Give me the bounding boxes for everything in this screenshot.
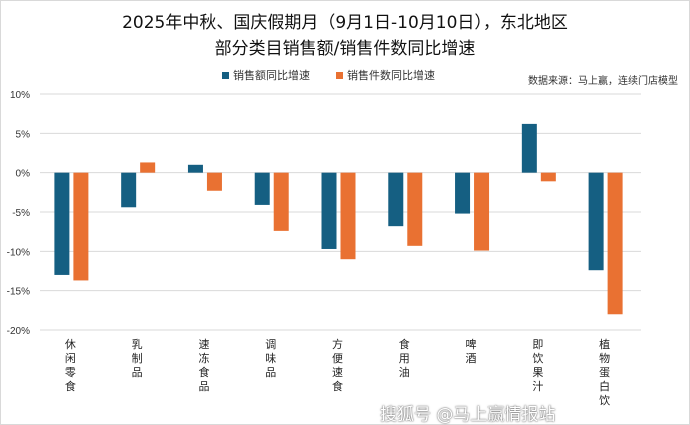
y-tick-label: -20% [7, 326, 30, 337]
watermark: 搜狐号 @马上赢情报站 [380, 405, 556, 425]
bar-sales [321, 172, 337, 249]
legend-label-sales: 销售额同比增速 [233, 69, 310, 82]
x-tick-label: 乳制品 [132, 338, 143, 379]
bar-units [540, 172, 556, 182]
bar-units [206, 172, 222, 191]
legend: 销售额同比增速 销售件数同比增速 [222, 67, 435, 83]
y-tick-label: 10% [10, 90, 30, 101]
bar-sales [388, 172, 404, 227]
bar-units [73, 172, 89, 281]
x-tick-label: 食用油 [399, 337, 410, 379]
x-tick-label: 休闲零食 [65, 338, 76, 393]
bar-sales [254, 172, 270, 205]
bar-units [607, 172, 623, 315]
y-tick-label: 5% [16, 129, 31, 140]
legend-item-units: 销售件数同比增速 [336, 67, 435, 83]
bar-units [273, 172, 289, 231]
bar-sales [455, 172, 471, 214]
y-tick-label: 0% [16, 169, 31, 180]
bar-units [407, 172, 423, 246]
x-tick-label: 即饮果汁 [532, 338, 543, 393]
x-tick-label: 调味品 [265, 338, 276, 379]
bar-sales [521, 123, 537, 173]
bar-sales [588, 172, 604, 271]
legend-swatch-sales [222, 72, 229, 79]
chart-title: 2025年中秋、国庆假期月（9月1日-10月10日），东北地区 [122, 13, 568, 33]
x-tick-label: 植物蛋白饮 [599, 337, 610, 407]
bar-units [474, 172, 490, 251]
bar-units [140, 162, 156, 173]
x-tick-label: 速冻食品 [198, 338, 209, 393]
y-tick-label: -10% [7, 247, 30, 258]
x-tick-label: 啤酒 [466, 337, 477, 365]
x-tick-label: 方便速食 [332, 337, 343, 393]
bar-units [340, 172, 356, 260]
bar-sales [54, 172, 70, 275]
legend-label-units: 销售件数同比增速 [347, 69, 435, 82]
chart-subtitle: 部分类目销售额/销售件数同比增速 [214, 39, 476, 59]
legend-item-sales: 销售额同比增速 [222, 67, 310, 83]
bar-sales [121, 172, 137, 208]
legend-swatch-units [336, 72, 343, 79]
data-source: 数据来源：马上赢，连续门店模型 [528, 76, 678, 87]
bar-sales [187, 164, 203, 173]
y-tick-label: -5% [12, 208, 30, 219]
y-tick-label: -15% [7, 287, 30, 298]
